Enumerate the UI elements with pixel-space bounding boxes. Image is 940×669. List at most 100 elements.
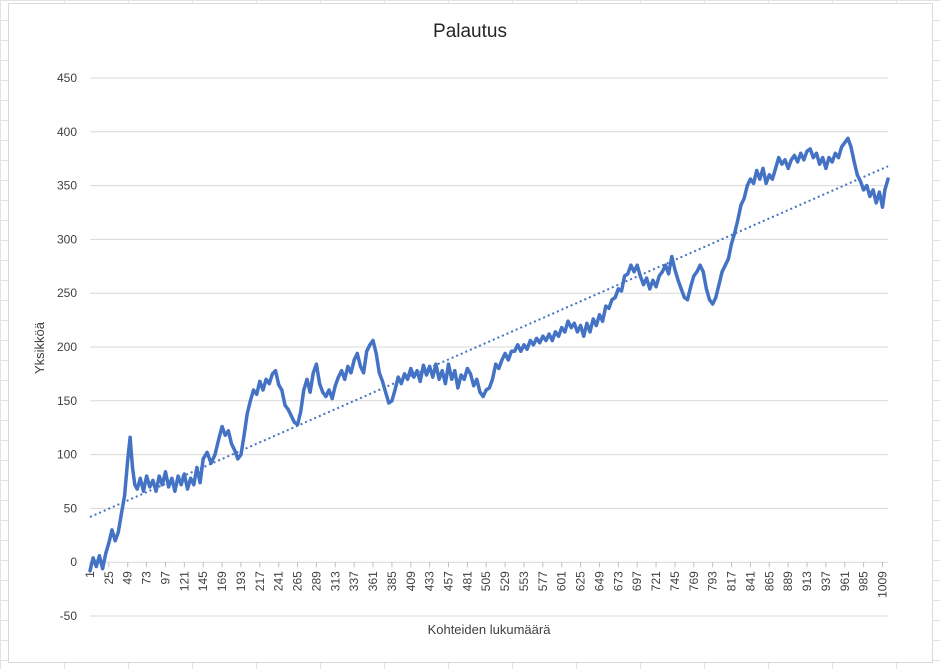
data-point xyxy=(770,177,775,181)
data-point xyxy=(481,394,485,399)
x-tick-label: 697 xyxy=(630,571,644,591)
x-tick-label: 337 xyxy=(347,571,361,591)
data-point xyxy=(544,338,548,343)
data-point xyxy=(802,158,806,162)
data-point xyxy=(468,372,473,376)
data-point xyxy=(270,372,274,376)
data-point xyxy=(472,384,476,388)
data-point xyxy=(758,177,762,181)
x-tick-label: 817 xyxy=(725,571,739,591)
data-point xyxy=(673,267,677,272)
data-point xyxy=(868,194,872,198)
x-tick-label: 577 xyxy=(536,571,550,591)
data-point xyxy=(761,166,765,170)
data-point xyxy=(711,302,715,306)
x-tick-label: 289 xyxy=(309,571,323,591)
data-point xyxy=(824,166,828,170)
data-point xyxy=(151,478,155,482)
data-point xyxy=(201,457,205,461)
data-point xyxy=(365,349,369,353)
data-point xyxy=(185,487,190,491)
data-point xyxy=(871,188,875,192)
data-point xyxy=(192,483,196,487)
data-point xyxy=(311,371,315,375)
data-point xyxy=(855,173,859,177)
x-tick-label: 625 xyxy=(574,571,588,591)
data-point xyxy=(880,205,885,209)
data-point xyxy=(209,461,213,465)
x-tick-label: 937 xyxy=(819,571,833,591)
x-tick-label: 985 xyxy=(857,571,871,591)
data-point xyxy=(299,410,303,414)
data-point xyxy=(833,151,837,155)
data-point xyxy=(205,450,209,454)
data-point xyxy=(585,321,589,325)
data-point xyxy=(91,556,95,560)
data-point xyxy=(767,173,771,177)
x-tick-label: 217 xyxy=(253,571,267,591)
data-point xyxy=(563,330,567,334)
data-point xyxy=(377,371,381,375)
data-point xyxy=(796,160,800,164)
data-point xyxy=(553,330,558,334)
data-point xyxy=(541,334,545,338)
data-point xyxy=(119,512,123,516)
data-point xyxy=(733,231,737,235)
x-tick-label: 913 xyxy=(800,571,814,591)
data-point xyxy=(478,390,482,394)
data-point xyxy=(695,270,699,274)
data-point xyxy=(402,372,407,376)
data-point xyxy=(358,364,363,368)
y-tick-label: 0 xyxy=(70,555,77,569)
y-tick-label: 350 xyxy=(57,179,77,193)
data-point xyxy=(490,377,495,381)
data-point xyxy=(459,373,463,377)
data-point xyxy=(239,453,243,457)
data-point xyxy=(104,552,108,556)
data-point xyxy=(535,336,539,340)
data-point xyxy=(601,319,605,323)
data-point xyxy=(736,218,740,222)
data-point xyxy=(607,306,611,310)
data-point xyxy=(849,145,853,149)
data-point xyxy=(412,375,416,379)
trendline xyxy=(89,165,889,518)
data-point xyxy=(475,377,479,381)
data-point xyxy=(780,162,784,166)
data-point xyxy=(371,338,375,343)
data-point xyxy=(566,319,570,323)
data-point xyxy=(522,343,526,347)
data-point xyxy=(409,366,413,371)
y-tick-label: 250 xyxy=(57,286,77,300)
data-point xyxy=(698,263,702,267)
data-point xyxy=(654,285,658,289)
data-point xyxy=(557,334,561,338)
chart-area[interactable] xyxy=(8,3,933,663)
data-point xyxy=(707,298,712,302)
data-point xyxy=(123,493,127,498)
data-point xyxy=(233,448,237,452)
data-point xyxy=(858,179,863,183)
data-point xyxy=(852,160,856,164)
data-point xyxy=(811,156,815,160)
data-point xyxy=(830,160,834,164)
data-point xyxy=(874,201,878,205)
x-tick-label: 265 xyxy=(291,571,305,591)
data-point xyxy=(613,295,617,300)
data-point xyxy=(679,287,683,291)
y-tick-label: 100 xyxy=(57,448,77,462)
x-tick-label: 97 xyxy=(158,571,172,585)
data-point xyxy=(462,377,466,381)
y-tick-label: -50 xyxy=(60,609,78,623)
x-tick-label: 241 xyxy=(272,571,286,591)
data-point xyxy=(547,332,551,336)
data-point xyxy=(273,369,278,373)
data-point xyxy=(560,326,564,330)
y-tick-label: 200 xyxy=(57,340,77,354)
data-point xyxy=(138,476,142,480)
data-point xyxy=(594,323,598,328)
data-point xyxy=(509,349,513,353)
data-point xyxy=(660,270,665,274)
data-point xyxy=(110,528,114,532)
x-tick-label: 721 xyxy=(649,571,663,591)
